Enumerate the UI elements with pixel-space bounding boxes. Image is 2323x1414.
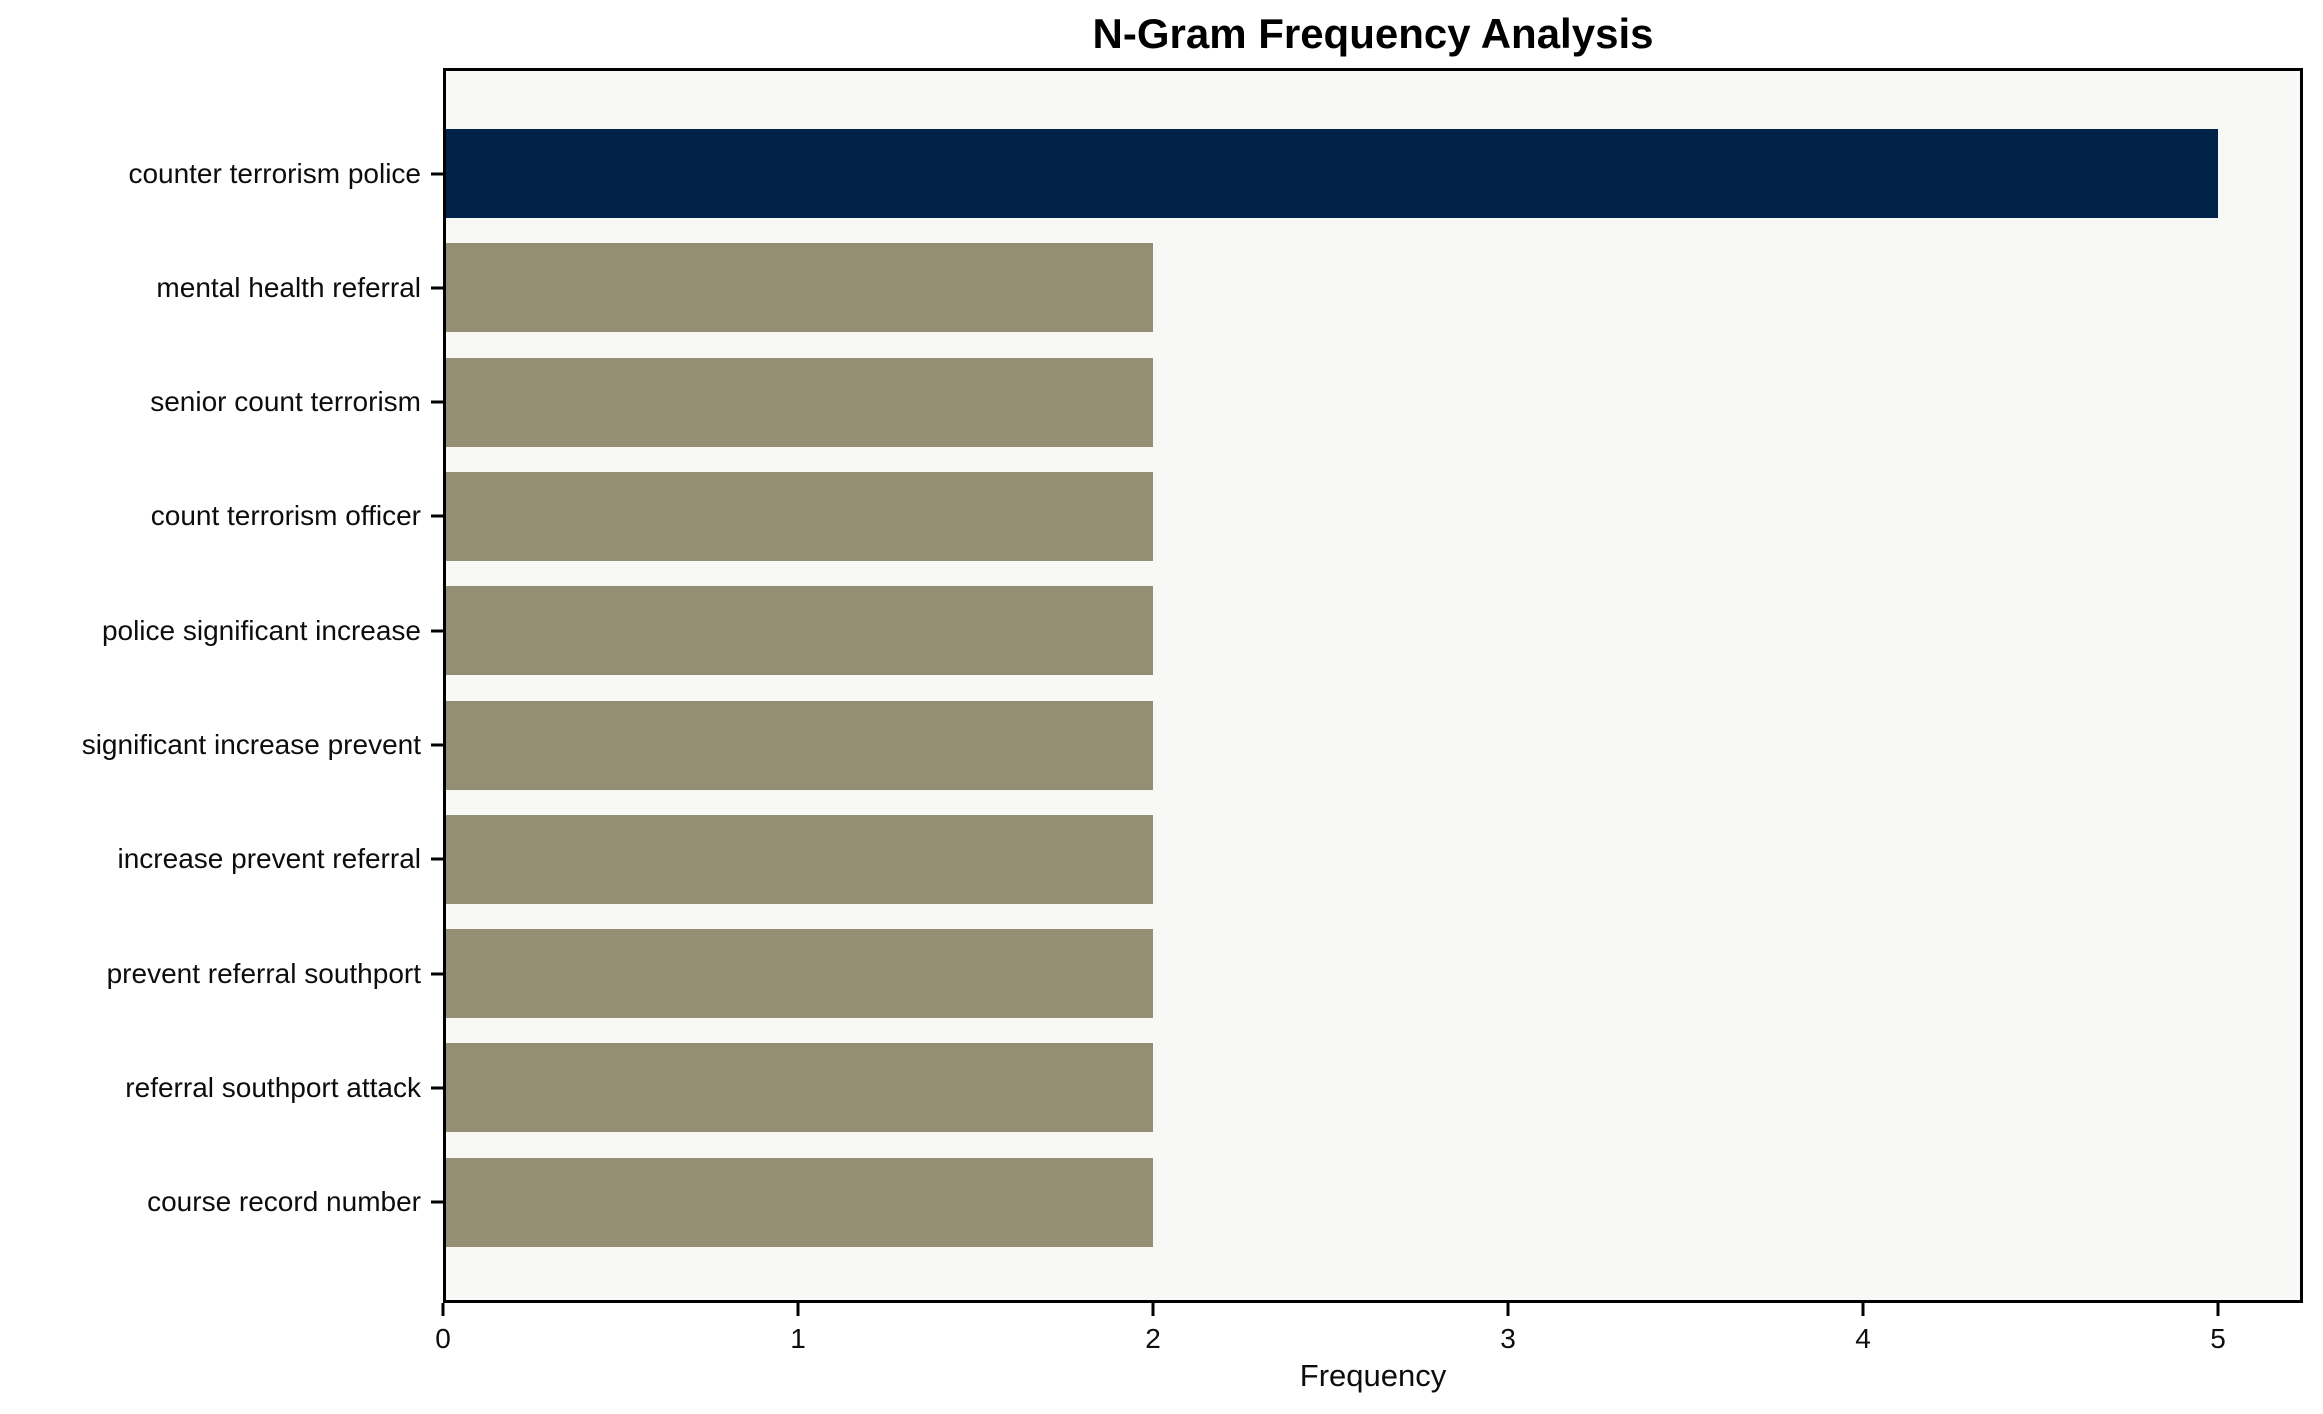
- bar-counter-terrorism-police: [446, 129, 2218, 218]
- y-tick-mark: [431, 629, 443, 633]
- y-tick-label: increase prevent referral: [117, 843, 421, 875]
- bar-police-significant-increase: [446, 586, 1153, 676]
- chart-title: N-Gram Frequency Analysis: [1092, 10, 1654, 57]
- bar-course-record-number: [446, 1157, 1153, 1247]
- x-tick-mark: [796, 1303, 800, 1316]
- y-tick-mark: [431, 972, 443, 976]
- y-tick-label: counter terrorism police: [128, 157, 421, 189]
- x-tick-label: 5: [2210, 1323, 2226, 1354]
- y-tick-label: significant increase prevent: [81, 729, 421, 760]
- y-tick-label: senior count terrorism: [150, 386, 421, 418]
- x-tick-label: 4: [1855, 1323, 1871, 1354]
- y-tick-label: referral southport attack: [125, 1071, 421, 1103]
- x-tick-mark: [1506, 1303, 1510, 1316]
- x-tick-label: 0: [435, 1323, 451, 1354]
- x-tick-mark: [1151, 1303, 1155, 1316]
- y-tick-mark: [431, 400, 443, 404]
- y-tick-label: prevent referral southport: [106, 957, 421, 989]
- y-tick-mark: [431, 286, 443, 290]
- x-tick-mark: [2216, 1303, 2220, 1316]
- y-tick-mark: [431, 857, 443, 861]
- x-tick-label: 3: [1500, 1323, 1516, 1354]
- y-tick-mark: [431, 172, 443, 175]
- x-axis-label: Frequency: [1299, 1358, 1447, 1393]
- x-tick-mark: [441, 1303, 445, 1316]
- bar-increase-prevent-referral: [446, 814, 1153, 904]
- x-tick-label: 2: [1145, 1323, 1161, 1354]
- x-tick-label: 1: [790, 1323, 806, 1354]
- y-tick-label: course record number: [147, 1186, 421, 1218]
- x-tick-mark: [1861, 1303, 1865, 1316]
- bar-senior-count-terrorism: [446, 357, 1153, 447]
- y-tick-label: police significant increase: [101, 614, 421, 646]
- y-tick-mark: [431, 514, 443, 518]
- y-tick-label: count terrorism officer: [150, 500, 421, 532]
- y-tick-label: mental health referral: [156, 271, 421, 303]
- bar-count-terrorism-officer: [446, 471, 1153, 561]
- bar-referral-southport-attack: [446, 1043, 1153, 1133]
- y-tick-mark: [431, 1086, 443, 1090]
- y-tick-mark: [431, 743, 443, 747]
- bar-mental-health-referral: [446, 243, 1153, 333]
- bar-significant-increase-prevent: [446, 700, 1153, 790]
- y-tick-mark: [431, 1200, 443, 1204]
- bar-prevent-referral-southport: [446, 929, 1153, 1019]
